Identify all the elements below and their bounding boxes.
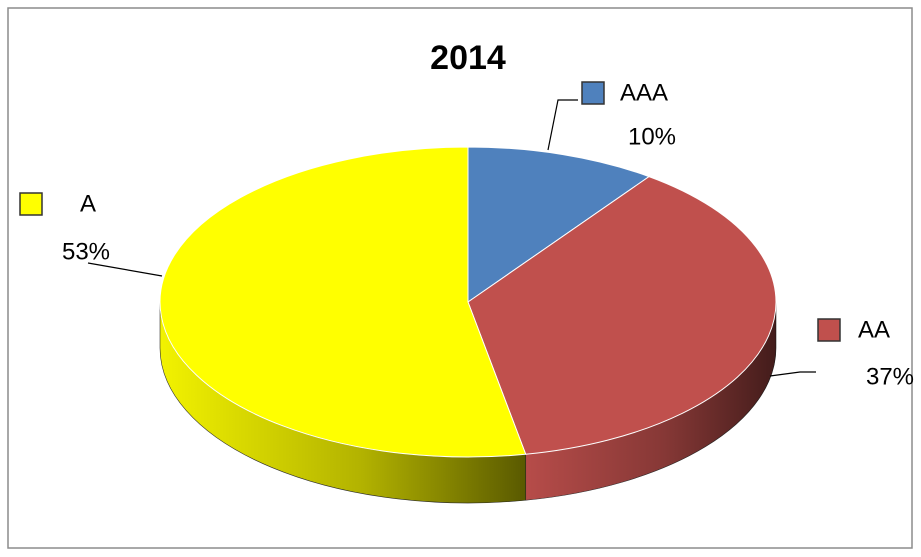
- slice: [467, 176, 777, 455]
- data-label-value: 37%: [866, 363, 914, 390]
- leader-line: [769, 371, 816, 377]
- leader-line: [547, 99, 578, 151]
- data-label-name: AAA: [620, 79, 668, 106]
- chart-title: 2014: [430, 39, 506, 77]
- slice: [467, 146, 651, 303]
- data-label-name: A: [80, 190, 96, 217]
- data-label-value: 53%: [62, 238, 110, 265]
- leader-line: [87, 262, 163, 277]
- legend-key: [817, 318, 841, 342]
- legend-key: [581, 81, 605, 105]
- slice: [159, 146, 527, 458]
- legend-key: [19, 192, 43, 216]
- data-label-value: 10%: [628, 123, 676, 150]
- slice-side-shade: [160, 302, 526, 504]
- slice-side-shade: [525, 302, 776, 501]
- data-label-name: AA: [858, 316, 890, 343]
